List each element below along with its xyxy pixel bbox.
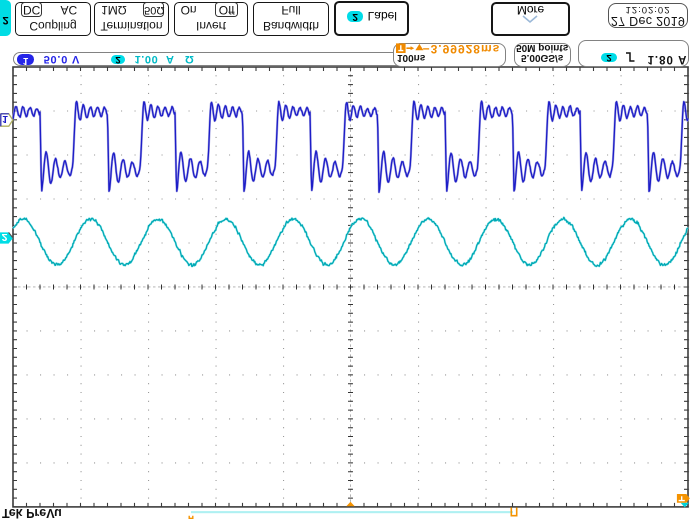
- svg-text:2: 2: [2, 231, 8, 243]
- svg-text:1: 1: [2, 113, 8, 125]
